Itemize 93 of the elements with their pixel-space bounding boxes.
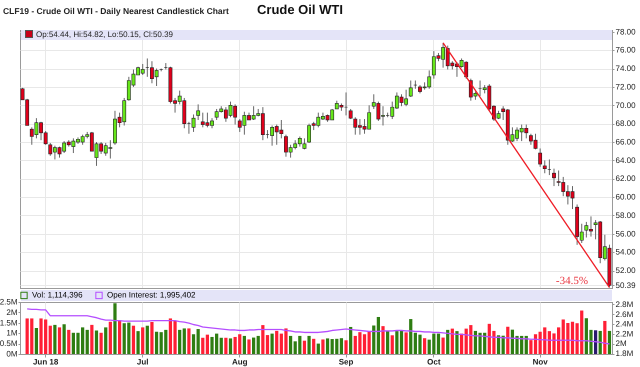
chart-title: Crude Oil WTI: [257, 2, 343, 17]
bar: [94, 330, 98, 354]
bar: [150, 322, 154, 354]
y-tick-label: 2.5M: [0, 298, 18, 306]
y-tick-label: 1M: [6, 328, 18, 338]
y-tick-label: 2M: [6, 308, 18, 317]
candlestick: [279, 119, 284, 139]
bar: [108, 322, 112, 354]
bar: [598, 330, 602, 354]
bar: [422, 338, 426, 354]
x-tick-label: Sep: [338, 358, 354, 366]
candlestick: [542, 160, 547, 174]
bar: [312, 338, 316, 354]
y2-tick-label: 1.8M: [616, 349, 634, 358]
bar: [506, 326, 510, 354]
bar: [53, 324, 57, 354]
bar: [90, 324, 94, 354]
bar: [441, 338, 445, 354]
bar: [113, 303, 117, 354]
bar: [390, 335, 394, 354]
y-tick-label: 68.00: [616, 119, 636, 128]
bar: [386, 330, 390, 354]
candlestick: [538, 148, 542, 168]
bar: [132, 326, 136, 354]
y-tick-label: 74.00: [616, 64, 636, 74]
bar: [136, 331, 140, 354]
bar: [381, 326, 385, 354]
candlestick: [260, 106, 265, 141]
candlestick: [214, 108, 219, 120]
y-tick-label: 50.39: [616, 280, 636, 290]
y-tick-label: 78.00: [616, 27, 636, 36]
x-tick-label: Nov: [532, 358, 548, 366]
bar: [302, 340, 306, 354]
y-tick-label: 1.5M: [0, 318, 18, 328]
y-tick-label: 56.00: [616, 229, 636, 238]
bar: [307, 336, 311, 354]
bar: [224, 338, 228, 354]
bar: [58, 327, 62, 354]
bar: [404, 332, 408, 354]
bar: [446, 330, 450, 354]
bar: [247, 339, 251, 354]
candlestick: [408, 80, 413, 98]
y-tick-label: 0.5M: [0, 339, 18, 348]
bar: [270, 334, 274, 354]
y-tick-label: 0M: [6, 350, 18, 358]
line-series: [26, 308, 610, 345]
y-tick-label: 76.00: [616, 46, 636, 55]
bar: [62, 324, 66, 354]
bar: [67, 330, 70, 354]
bar: [450, 328, 454, 354]
legend-label: Open Interest: 1,995,402: [107, 290, 196, 300]
y2-tick-label: 2.4M: [616, 320, 634, 329]
x-tick-label: Jun 18: [32, 358, 59, 366]
candlestick: [552, 168, 556, 187]
bar: [349, 326, 352, 354]
y2-tick-label: 2.2M: [616, 329, 634, 338]
y-tick-label: 54.00: [616, 248, 636, 257]
candlestick: [192, 114, 196, 132]
candlestick: [348, 108, 353, 120]
y-tick-label: 72.00: [616, 82, 636, 92]
bar: [242, 336, 246, 354]
bar: [603, 320, 606, 354]
bar: [187, 328, 191, 354]
y-tick-label: 70.00: [616, 100, 636, 110]
bar: [173, 320, 177, 354]
candlestick: [108, 140, 112, 160]
candlestick: [270, 124, 274, 146]
annotation: -34.5%: [556, 275, 588, 287]
y-tick-label: 64.00: [616, 156, 636, 165]
x-tick-label: Oct: [427, 358, 441, 366]
bar: [316, 344, 320, 354]
y2-tick-label: 2.8M: [616, 300, 634, 309]
y-tick-label: 62.00: [616, 174, 636, 184]
y-tick-label: 66.00: [616, 138, 636, 147]
bar: [141, 327, 144, 354]
legend-label: Vol: 1,114,396: [32, 290, 84, 300]
chart-subtitle: CLF19 - Crude Oil WTI - Daily Nearest Candlestick Chart: [3, 6, 229, 16]
bar: [104, 327, 108, 354]
bar: [344, 340, 348, 354]
bar: [228, 338, 232, 354]
x-tick-label: Aug: [232, 358, 248, 366]
y-tick-label: 60.00: [616, 192, 636, 202]
bar: [34, 328, 38, 354]
annotation: Op:54.44, Hi:54.82, Lo:50.15, Cl:50.39: [35, 30, 173, 40]
bar: [99, 332, 103, 354]
x-tick-label: Jul: [136, 358, 148, 366]
y-tick-label: 58.00: [616, 210, 636, 220]
candlestick: [196, 104, 200, 120]
bar: [400, 330, 404, 354]
bar: [146, 326, 149, 354]
bar: [321, 339, 325, 354]
y2-tick-label: 2.6M: [616, 310, 634, 319]
y-tick-label: 52.00: [616, 266, 636, 276]
